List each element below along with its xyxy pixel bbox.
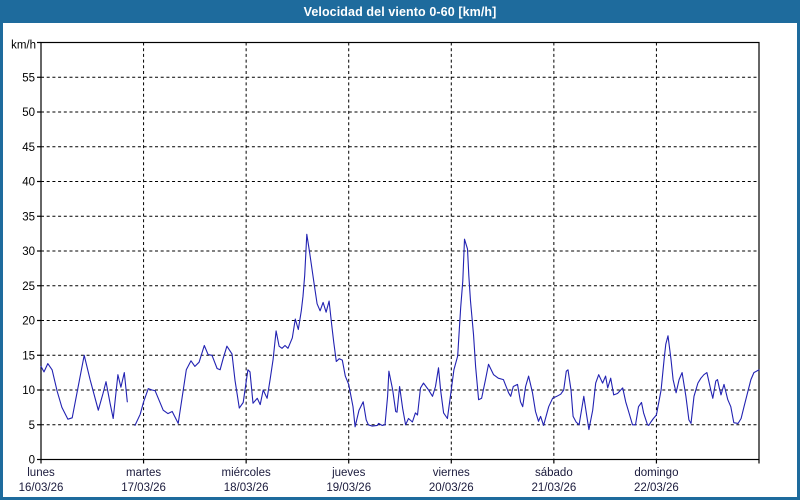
day-date-label: 17/03/26 — [121, 482, 166, 494]
y-tick-label: 35 — [22, 211, 35, 223]
day-date-label: 22/03/26 — [634, 482, 679, 494]
day-name-label: viernes — [433, 467, 470, 479]
day-name-label: sábado — [535, 467, 573, 479]
day-date-label: 16/03/26 — [19, 482, 64, 494]
day-date-label: 21/03/26 — [531, 482, 576, 494]
day-date-label: 20/03/26 — [429, 482, 474, 494]
y-tick-label: 20 — [22, 316, 35, 328]
y-tick-label: 55 — [22, 72, 35, 84]
y-tick-label: 10 — [22, 385, 35, 397]
y-tick-label: 15 — [22, 350, 35, 362]
y-tick-label: 50 — [22, 107, 35, 119]
day-name-label: miércoles — [222, 467, 271, 479]
y-tick-label: 30 — [22, 246, 35, 258]
title-bar: Velocidad del viento 0-60 [km/h] — [0, 0, 800, 23]
day-date-label: 19/03/26 — [326, 482, 371, 494]
y-tick-label: 25 — [22, 281, 35, 293]
day-name-label: domingo — [634, 467, 678, 479]
y-axis-unit-label: km/h — [11, 40, 36, 52]
day-name-label: jueves — [331, 467, 365, 479]
window-title: Velocidad del viento 0-60 [km/h] — [303, 4, 497, 19]
wind-speed-line — [40, 354, 128, 420]
day-date-label: 18/03/26 — [224, 482, 269, 494]
y-tick-label: 0 — [29, 455, 35, 467]
day-name-label: martes — [126, 467, 161, 479]
y-tick-label: 5 — [29, 420, 35, 432]
y-tick-label: 45 — [22, 142, 35, 154]
day-name-label: lunes — [27, 467, 55, 479]
y-tick-label: 40 — [22, 177, 35, 189]
wind-speed-line — [134, 233, 760, 431]
